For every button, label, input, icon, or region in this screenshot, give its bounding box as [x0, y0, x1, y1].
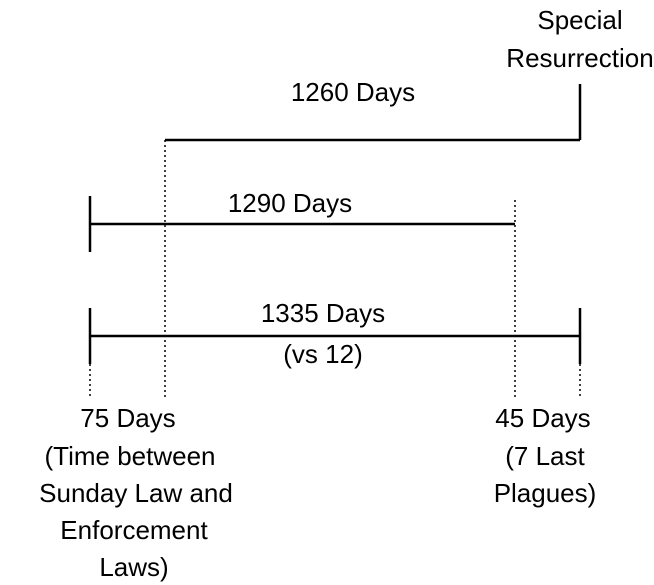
heading-line: Special: [537, 5, 622, 35]
note-line: Sunday Law and: [39, 478, 233, 508]
note-line: Laws): [99, 552, 168, 582]
period-label: 1335 Days: [261, 298, 385, 328]
period-label: 1260 Days: [291, 77, 415, 107]
note-line: (7 Last: [505, 441, 585, 471]
heading-line: Resurrection: [506, 43, 653, 73]
note-line: (Time between: [45, 441, 216, 471]
period-label: 1290 Days: [228, 188, 352, 218]
note-line: 45 Days: [495, 403, 590, 433]
period-note: (vs 12): [283, 339, 362, 369]
note-line: Enforcement: [60, 515, 208, 545]
note-line: Plagues): [494, 478, 597, 508]
note-line: 75 Days: [80, 403, 175, 433]
